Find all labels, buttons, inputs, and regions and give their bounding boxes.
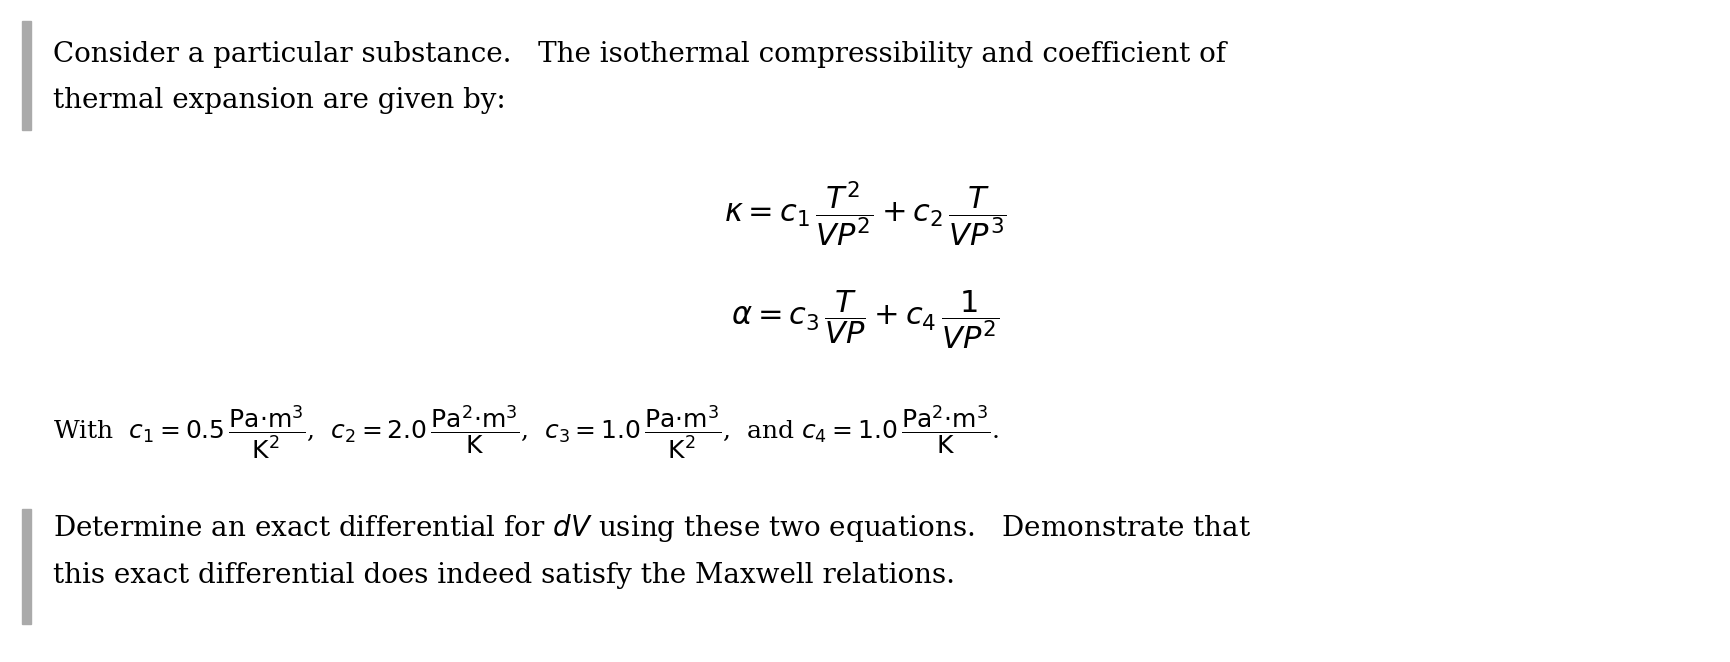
Text: $\alpha = c_3\,\dfrac{T}{VP} + c_4\,\dfrac{1}{VP^2}$: $\alpha = c_3\,\dfrac{T}{VP} + c_4\,\dfr… xyxy=(732,288,998,351)
Text: Determine an exact differential for $dV$ using these two equations.   Demonstrat: Determine an exact differential for $dV$… xyxy=(54,512,1251,544)
Bar xyxy=(22,21,31,130)
Text: Consider a particular substance.   The isothermal compressibility and coefficien: Consider a particular substance. The iso… xyxy=(54,41,1227,68)
Text: thermal expansion are given by:: thermal expansion are given by: xyxy=(54,87,505,114)
Text: $\kappa = c_1\,\dfrac{T^2}{VP^2} + c_2\,\dfrac{T}{VP^3}$: $\kappa = c_1\,\dfrac{T^2}{VP^2} + c_2\,… xyxy=(723,179,1007,249)
Bar xyxy=(22,509,31,624)
Text: With  $c_1 = 0.5\,\dfrac{\mathrm{Pa{\cdot}m^3}}{\mathrm{K^2}}$,  $c_2 = 2.0\,\df: With $c_1 = 0.5\,\dfrac{\mathrm{Pa{\cdot… xyxy=(54,404,1000,461)
Text: this exact differential does indeed satisfy the Maxwell relations.: this exact differential does indeed sati… xyxy=(54,562,955,589)
